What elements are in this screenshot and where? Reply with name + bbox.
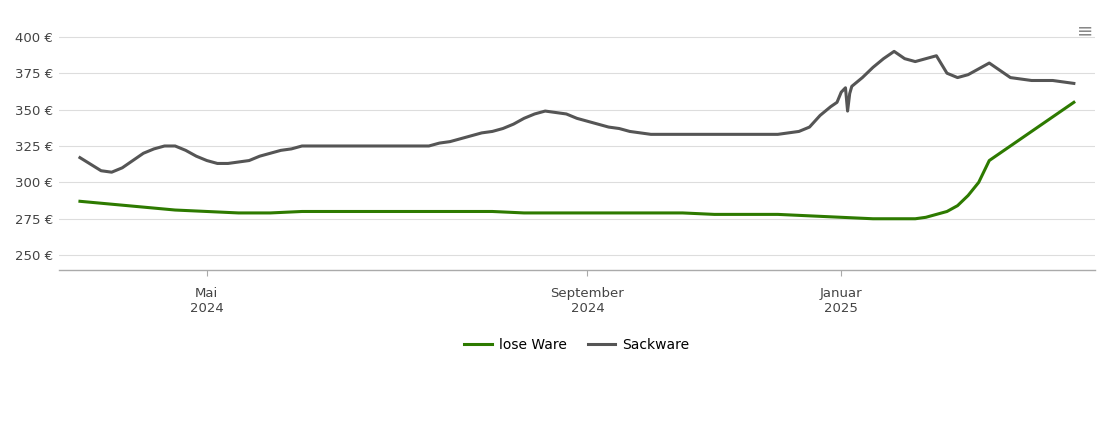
Text: September: September: [551, 287, 624, 300]
Sackware: [475, 130, 488, 135]
lose Ware: [888, 216, 901, 221]
lose Ware: [73, 199, 87, 204]
lose Ware: [771, 212, 785, 217]
Text: 2024: 2024: [571, 302, 604, 315]
lose Ware: [803, 213, 816, 218]
lose Ware: [1025, 129, 1038, 134]
Line: lose Ware: lose Ware: [80, 102, 1073, 219]
Text: ≡: ≡: [1077, 21, 1093, 40]
Sackware: [687, 132, 700, 137]
Sackware: [349, 143, 362, 149]
lose Ware: [940, 209, 953, 214]
lose Ware: [930, 212, 944, 217]
Sackware: [888, 49, 901, 54]
lose Ware: [898, 216, 911, 221]
lose Ware: [919, 215, 932, 220]
lose Ware: [972, 180, 986, 185]
Sackware: [105, 170, 119, 175]
lose Ware: [327, 209, 341, 214]
Sackware: [507, 122, 521, 127]
lose Ware: [739, 212, 753, 217]
lose Ware: [486, 209, 500, 214]
lose Ware: [982, 158, 996, 163]
lose Ware: [137, 205, 150, 210]
lose Ware: [961, 193, 975, 198]
Sackware: [830, 100, 844, 105]
Sackware: [263, 151, 276, 156]
lose Ware: [549, 211, 563, 216]
lose Ware: [951, 203, 965, 208]
lose Ware: [866, 216, 879, 221]
lose Ware: [1046, 114, 1059, 119]
lose Ware: [708, 212, 722, 217]
Legend: lose Ware, Sackware: lose Ware, Sackware: [458, 333, 695, 358]
Text: Mai: Mai: [195, 287, 219, 300]
lose Ware: [877, 216, 890, 221]
Sackware: [1067, 81, 1080, 86]
Text: 2025: 2025: [825, 302, 858, 315]
lose Ware: [676, 211, 689, 216]
lose Ware: [454, 209, 467, 214]
lose Ware: [835, 215, 848, 220]
lose Ware: [232, 211, 245, 216]
lose Ware: [105, 202, 119, 207]
lose Ware: [391, 209, 404, 214]
lose Ware: [581, 211, 594, 216]
lose Ware: [1067, 100, 1080, 105]
lose Ware: [517, 211, 531, 216]
lose Ware: [200, 209, 213, 214]
Sackware: [73, 155, 87, 160]
Text: Januar: Januar: [820, 287, 862, 300]
lose Ware: [909, 216, 922, 221]
lose Ware: [1003, 143, 1017, 149]
lose Ware: [169, 208, 182, 213]
Line: Sackware: Sackware: [80, 51, 1073, 172]
lose Ware: [613, 211, 626, 216]
Text: 2024: 2024: [190, 302, 224, 315]
lose Ware: [263, 211, 276, 216]
lose Ware: [359, 209, 372, 214]
lose Ware: [644, 211, 657, 216]
lose Ware: [295, 209, 309, 214]
lose Ware: [422, 209, 435, 214]
